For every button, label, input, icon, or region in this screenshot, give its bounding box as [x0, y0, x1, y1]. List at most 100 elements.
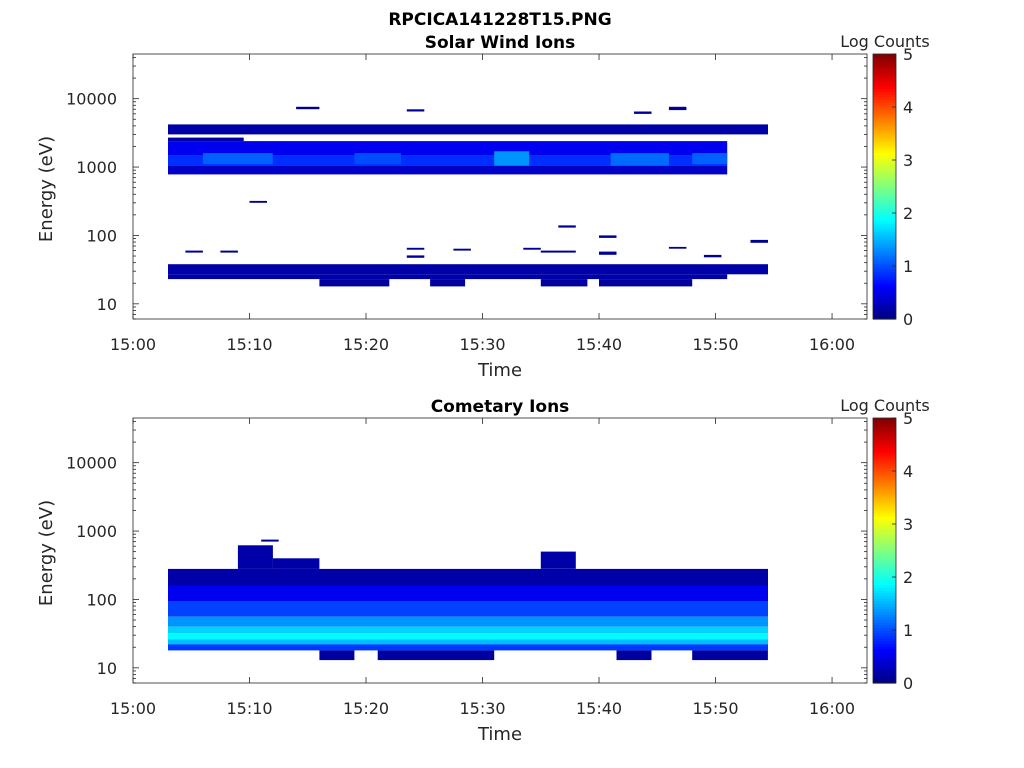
heatmap-cell: [202, 153, 273, 165]
colorbar-segment: [873, 669, 896, 673]
colorbar-segment: [873, 478, 896, 483]
x-tick-label: 15:10: [226, 335, 272, 354]
colorbar-segment: [873, 213, 896, 217]
colorbar-segment: [873, 518, 896, 522]
colorbar-segment: [873, 648, 896, 652]
heatmap-cell: [634, 111, 652, 114]
colorbar-segment: [873, 146, 896, 150]
colorbar-segment: [873, 574, 896, 578]
colorbar-segment: [873, 91, 896, 95]
y-tick-label: 100: [86, 590, 117, 609]
heatmap-cell: [168, 155, 728, 166]
colorbar-segment: [873, 619, 896, 623]
colorbar-segment: [873, 160, 896, 164]
solar-wind-y-ticks: 10 100 1000 10000: [66, 57, 867, 320]
plot-area: [133, 54, 867, 319]
colorbar-segment: [873, 428, 896, 432]
colorbar-segment: [873, 444, 896, 448]
colorbar-segment: [873, 555, 896, 560]
colorbar-tick-label: 5: [903, 409, 913, 428]
colorbar-segment: [873, 463, 896, 467]
x-tick-label: 16:00: [809, 335, 855, 354]
colorbar-segment: [873, 93, 896, 97]
colorbar-segment: [873, 667, 896, 671]
heatmap-cell: [599, 235, 617, 238]
colorbar-segment: [873, 547, 896, 552]
colorbar-segment: [873, 170, 896, 174]
heatmap-cell: [168, 616, 768, 627]
colorbar-segment: [873, 107, 896, 111]
heatmap-cell: [168, 568, 768, 586]
colorbar-segment: [873, 651, 896, 655]
colorbar-segment: [873, 531, 896, 536]
colorbar-segment: [873, 630, 896, 634]
colorbar-segment: [873, 502, 896, 507]
colorbar-segment: [873, 571, 896, 575]
colorbar-segment: [873, 268, 896, 272]
colorbar-segment: [873, 449, 896, 454]
heatmap-cell: [249, 200, 267, 203]
colorbar-segment: [873, 112, 896, 116]
heatmap-cell: [220, 250, 238, 253]
colorbar-segment: [873, 595, 896, 599]
y-tick-label: 10: [97, 659, 117, 678]
colorbar-tick-label: 2: [903, 204, 913, 223]
colorbar-tick-label: 0: [903, 310, 913, 329]
colorbar-segment: [873, 603, 896, 607]
colorbar-segment: [873, 236, 896, 241]
cometary-colorbar-label: Log Counts: [840, 396, 930, 415]
colorbar-segment: [873, 80, 896, 84]
colorbar-segment: [873, 149, 896, 153]
colorbar-segment: [873, 197, 896, 201]
colorbar-segment: [873, 220, 896, 225]
colorbar-segment: [873, 77, 896, 82]
colorbar-segment: [873, 675, 896, 679]
heatmap-cell: [558, 225, 576, 228]
colorbar-segment: [873, 516, 896, 520]
colorbar-segment: [873, 226, 896, 230]
colorbar-segment: [873, 455, 896, 459]
colorbar-segment: [873, 460, 896, 464]
colorbar-segment: [873, 537, 896, 541]
heatmap-cell: [168, 585, 768, 601]
heatmap-cell: [523, 247, 541, 250]
colorbar-segment: [873, 186, 896, 190]
colorbar-segment: [873, 584, 896, 589]
colorbar-segment: [873, 497, 896, 501]
colorbar-segment: [873, 109, 896, 113]
colorbar-box: [872, 53, 897, 320]
cometary-xlabel: Time: [477, 724, 522, 745]
colorbar-segment: [873, 579, 896, 583]
colorbar-segment: [873, 175, 896, 180]
colorbar-segment: [873, 247, 896, 251]
colorbar-segment: [873, 558, 896, 562]
colorbar-segment: [873, 231, 896, 235]
colorbar-segment: [873, 643, 896, 647]
colorbar-segment: [873, 447, 896, 451]
colorbar-segment: [873, 316, 896, 320]
x-tick-label: 15:30: [459, 699, 505, 718]
solar-wind-panel: Solar Wind Ions Log Counts Energy (eV) T…: [36, 32, 930, 381]
colorbar-segment: [873, 167, 896, 172]
colorbar-segment: [873, 173, 896, 177]
colorbar-segment: [873, 64, 896, 68]
colorbar-segment: [873, 664, 896, 668]
colorbar-segment: [873, 292, 896, 296]
colorbar-segment: [873, 542, 896, 546]
colorbar-segment: [873, 56, 896, 60]
x-tick-label: 15:30: [459, 335, 505, 354]
heatmap-cell: [494, 151, 530, 166]
colorbar-segment: [873, 659, 896, 663]
colorbar-segment: [873, 492, 896, 496]
colorbar-segment: [873, 279, 896, 283]
colorbar-segment: [873, 239, 896, 243]
heatmap-cell: [168, 264, 768, 275]
colorbar-tick-label: 1: [903, 621, 913, 640]
x-tick-label: 15:40: [576, 335, 622, 354]
colorbar-segment: [873, 500, 896, 504]
colorbar-segment: [873, 289, 896, 294]
colorbar-segment: [873, 152, 896, 156]
colorbar-segment: [873, 592, 896, 597]
colorbar-tick-label: 4: [903, 98, 913, 117]
colorbar-segment: [873, 136, 896, 140]
